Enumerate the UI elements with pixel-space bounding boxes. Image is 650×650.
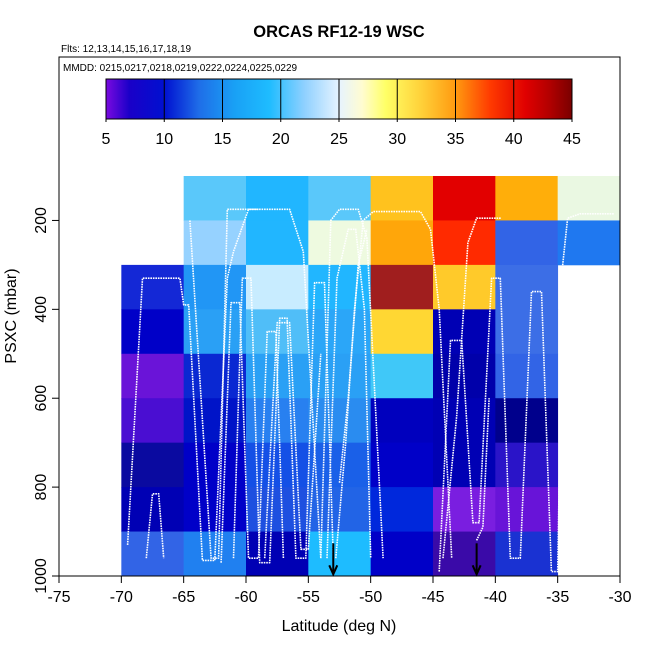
heatmap-cell <box>433 487 496 532</box>
colorbar-tick-label: 20 <box>272 131 290 148</box>
heatmap-cell <box>433 309 496 355</box>
colorbar-tick-label: 30 <box>388 131 406 148</box>
heatmap-cell <box>183 309 247 355</box>
x-tick-label: -65 <box>172 589 195 606</box>
dates-subtitle: MMDD: 0215,0217,0218,0219,0222,0224,0225… <box>63 63 298 74</box>
x-axis-label: Latitude (deg N) <box>282 618 397 635</box>
flight-track <box>232 277 335 564</box>
heatmap-cell <box>433 442 496 488</box>
direction-arrowhead <box>328 564 339 577</box>
heatmap-cell <box>121 531 185 576</box>
heatmap-cell <box>495 309 559 355</box>
heatmap-cell <box>495 176 559 221</box>
heatmap-cell <box>183 487 247 532</box>
heatmap-cell <box>370 442 434 488</box>
heatmap-cell <box>308 176 372 221</box>
heatmap-cell <box>433 398 496 444</box>
y-tick-label: 600 <box>33 385 50 412</box>
colorbar-tick-label: 15 <box>214 131 232 148</box>
heatmap-cell <box>433 176 496 221</box>
x-tick-label: -60 <box>234 589 257 606</box>
heatmap-cell <box>246 531 309 576</box>
flight-track <box>145 493 165 559</box>
heatmap-cell <box>121 353 185 399</box>
y-axis-label: PSXC (mbar) <box>3 268 20 363</box>
heatmap-cell <box>121 442 185 488</box>
flight-track <box>475 398 490 541</box>
heatmap-cell <box>370 353 434 399</box>
x-axis: -75 -70 -65 -60 -55 -50 -45 -40 -35 -30 <box>47 575 632 606</box>
colorbar-tick-label: 35 <box>447 131 465 148</box>
heatmap-cell <box>308 531 372 576</box>
flight-track <box>442 217 502 559</box>
heatmap-cell <box>495 487 559 532</box>
y-axis: 200 400 600 800 1000 <box>33 207 60 594</box>
x-tick-label: -40 <box>484 589 507 606</box>
y-tick-label: 800 <box>33 474 50 501</box>
heatmap-cell <box>370 176 434 221</box>
colorbar-tick-label: 25 <box>330 131 348 148</box>
x-tick-label: -50 <box>359 589 382 606</box>
heatmap-cell <box>246 176 309 221</box>
flight-track <box>189 208 259 559</box>
heatmap-cell <box>121 264 185 310</box>
direction-arrowhead <box>471 564 482 577</box>
colorbar-tick-label: 5 <box>102 131 111 148</box>
heatmap-cell <box>308 398 372 444</box>
colorbar-tick-label: 40 <box>505 131 523 148</box>
flight-track <box>126 208 322 562</box>
y-tick-label: 400 <box>33 296 50 323</box>
heatmap-cell <box>246 264 309 310</box>
heatmap-cell <box>183 398 247 444</box>
x-tick-label: -75 <box>47 589 70 606</box>
chart-title: ORCAS RF12-19 WSC <box>253 23 425 41</box>
x-tick-label: -70 <box>110 589 133 606</box>
heatmap-cell <box>246 309 309 355</box>
heatmap-cell <box>246 442 309 488</box>
y-tick-label: 200 <box>33 207 50 234</box>
heatmap-cell <box>308 309 372 355</box>
flight-track <box>220 301 285 563</box>
x-tick-label: -45 <box>421 589 444 606</box>
heatmap-cell <box>370 309 434 355</box>
heatmap-cell <box>308 442 372 488</box>
y-tick-label: 1000 <box>33 558 50 594</box>
heatmap-cell <box>370 531 434 576</box>
heatmap-cell <box>433 264 496 310</box>
heatmap-cell <box>433 531 496 576</box>
heatmap-cell <box>183 176 247 221</box>
flight-track <box>263 321 322 559</box>
heatmap-cell <box>495 264 559 310</box>
heatmap-cell <box>557 176 620 221</box>
flight-track <box>326 228 372 559</box>
heatmap-cell <box>557 220 620 266</box>
heatmap-cell <box>370 398 434 444</box>
heatmap-cell <box>121 398 185 444</box>
colorbar-tick-label: 45 <box>563 131 581 148</box>
colorbar-ticks: 5 10 15 20 25 30 35 40 45 <box>102 79 581 148</box>
flight-track <box>335 210 453 559</box>
flight-track <box>320 208 384 559</box>
heatmap-cell <box>246 220 309 266</box>
heatmap-cell <box>495 531 559 576</box>
heatmap-cell <box>495 220 559 266</box>
heatmap-cell <box>433 220 496 266</box>
heatmap-cells <box>121 176 620 576</box>
heatmap-cell <box>370 264 434 310</box>
flight-tracks <box>126 208 614 573</box>
x-tick-label: -35 <box>546 589 569 606</box>
flights-subtitle: Flts: 12,13,14,15,16,17,18,19 <box>61 44 192 55</box>
heatmap-cell <box>495 353 559 399</box>
direction-arrows <box>328 543 482 577</box>
heatmap-cell <box>121 309 185 355</box>
heatmap-cell <box>370 220 434 266</box>
x-tick-label: -55 <box>297 589 320 606</box>
x-tick-label: -30 <box>608 589 631 606</box>
flight-track <box>438 213 614 573</box>
colorbar-tick-label: 10 <box>155 131 173 148</box>
